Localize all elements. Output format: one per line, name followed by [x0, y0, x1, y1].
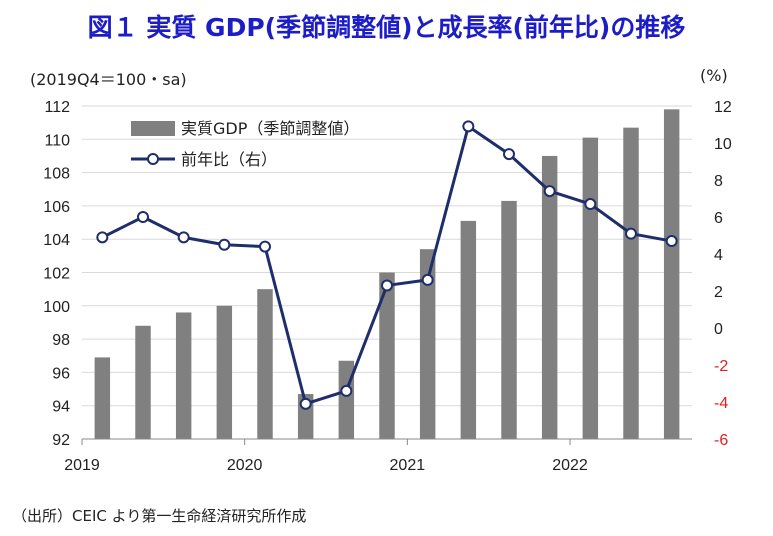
left-axis-unit: (2019Q4＝100・sa) — [30, 70, 187, 89]
y-left-tick-label: 102 — [43, 266, 70, 283]
source-note: （出所）CEIC より第一生命経済研究所作成 — [12, 507, 307, 525]
growth-point — [340, 384, 353, 397]
x-tick-label: 2020 — [227, 457, 263, 474]
y-right-tick-label: 8 — [714, 173, 723, 190]
growth-point — [665, 235, 678, 248]
y-right-tick-label: 4 — [714, 247, 723, 264]
y-left-tick-label: 106 — [43, 199, 70, 216]
gdp-bar — [623, 127, 639, 440]
x-tick-label: 2021 — [390, 457, 426, 474]
growth-line — [96, 120, 678, 410]
legend-line-label: 前年比（右） — [181, 150, 277, 169]
growth-point — [137, 211, 149, 223]
growth-point — [625, 227, 637, 240]
y-right-tick-label: -2 — [714, 358, 728, 375]
growth-point — [177, 231, 190, 244]
legend-bar-swatch — [131, 121, 175, 136]
gdp-bar — [379, 272, 395, 439]
gdp-bar — [257, 289, 273, 439]
growth-point — [503, 148, 515, 161]
gdp-bar — [582, 137, 599, 439]
right-axis-unit: (%) — [700, 66, 728, 85]
growth-point — [299, 397, 312, 410]
legend-line-marker — [147, 153, 159, 165]
gdp-bar — [663, 109, 680, 439]
growth-point — [218, 238, 231, 251]
y-left-tick-label: 110 — [44, 132, 70, 149]
y-right-tick-label: 6 — [714, 210, 723, 227]
legend: 実質GDP（季節調整値） 前年比（右） — [131, 119, 359, 169]
growth-point — [421, 273, 434, 286]
legend-bar-label: 実質GDP（季節調整値） — [181, 119, 359, 138]
gdp-bar — [460, 220, 477, 439]
y-right-tick-label: 10 — [714, 136, 732, 153]
y-right-tick-label: -4 — [714, 395, 728, 412]
growth-point — [584, 198, 597, 211]
growth-point — [259, 240, 271, 253]
y-left-tick-label: 108 — [43, 166, 70, 183]
y-left-tick-label: 104 — [43, 232, 70, 249]
y-right-tick-label: 2 — [714, 284, 723, 301]
growth-point — [96, 231, 109, 244]
gdp-bar — [216, 305, 233, 439]
gdp-bar — [541, 155, 558, 439]
y-right-tick-label: 0 — [714, 321, 723, 338]
gdp-bar — [135, 325, 151, 439]
y-right-tick-label: -6 — [714, 432, 728, 449]
x-tick-label: 2022 — [552, 457, 588, 474]
y-left-tick-label: 94 — [52, 399, 70, 416]
x-tick-label: 2019 — [64, 457, 100, 474]
gdp-bar — [419, 249, 436, 439]
axes: 92 94 96 98 100 102 104 106 108 110 112 -6 -4 -2 0 2 4 6 8… — [43, 99, 732, 474]
gdp-bar — [338, 360, 355, 439]
y-left-tick-label: 98 — [52, 332, 70, 349]
y-left-tick-label: 96 — [52, 365, 70, 382]
growth-point — [381, 279, 393, 292]
y-left-tick-label: 100 — [43, 299, 70, 316]
y-left-tick-label: 92 — [52, 432, 70, 449]
gdp-bar — [501, 200, 517, 439]
gdp-bar — [175, 312, 192, 439]
gdp-bar — [94, 357, 111, 439]
growth-point — [462, 120, 475, 133]
growth-point — [543, 185, 556, 198]
y-right-tick-label: 12 — [714, 99, 732, 116]
chart-title: 図１ 実質 GDP(季節調整値)と成長率(前年比)の推移 — [87, 13, 686, 42]
gdp-bars — [94, 109, 680, 440]
y-left-tick-label: 112 — [44, 99, 70, 116]
